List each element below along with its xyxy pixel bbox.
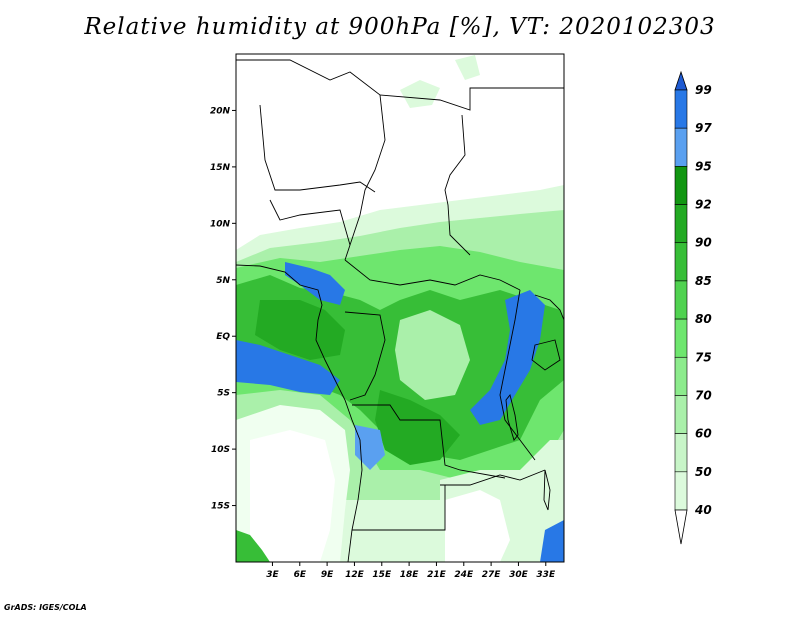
grads-credit: GrADS: IGES/COLA [4,603,87,612]
colorbar-segment [674,204,688,244]
border-angola [352,404,506,479]
colorbar-segment [674,166,688,205]
lon-tick-label: 27E [482,570,502,580]
border-namibia [352,485,446,531]
border-niger-chad [349,94,386,246]
colorbar-segment [674,433,688,473]
moist-southeast-corner [540,520,564,562]
moist-northeast-patch [455,55,480,80]
colorbar-label: 40 [694,503,712,517]
colorbar-label: 75 [695,350,712,364]
colorbar-label: 70 [695,388,712,402]
colorbar-label: 92 [695,198,712,212]
lake-victoria [531,339,561,371]
lat-tick-label: EQ [216,332,230,342]
border-chad-sudan [444,114,471,256]
colorbar-label: 80 [695,312,712,326]
saturated-gulf [236,340,340,395]
lake-tanganyika [505,394,519,441]
border-nigeria [269,199,351,261]
lon-tick-label: 24E [454,570,474,580]
map-title: Relative humidity at 900hPa [%], VT: 202… [84,14,716,40]
lighter-patch-congo [395,310,470,400]
saturated-south [355,425,385,470]
wet-core-central [375,390,460,465]
colorbar-segment [674,280,688,320]
colorbar-segment [674,127,688,167]
colorbar-min-arrow [674,509,688,545]
lat-tick-label: 10S [211,445,230,455]
lat-tick-label: 15N [210,163,231,173]
coastline-west-africa [236,264,363,562]
border-congo [344,311,386,401]
colorbar-segment [674,89,688,129]
lake-malawi [543,469,551,511]
lat-tick-label: 5S [217,389,230,399]
colorbar-segment [674,318,688,358]
moist-north-patch [400,80,440,108]
plot-frame [235,53,565,563]
colorbar-segment [674,356,688,396]
boundaries [236,59,564,562]
lon-tick-label: 12E [345,570,365,580]
lon-tick-label: 9E [321,570,334,580]
colorbar-label: 90 [695,236,712,250]
lat-tick-label: 10N [210,219,231,229]
border-car [344,259,521,291]
colorbar-label: 85 [695,274,712,288]
lon-tick-label: 3E [266,570,279,580]
lon-tick-label: 30E [509,570,529,580]
border-zambia [440,469,546,486]
colorbar-label: 97 [695,121,712,135]
lon-tick-label: 33E [536,570,556,580]
border-mali-niger [259,104,376,193]
border-drc-east [499,289,536,461]
latitude-axis: 20N 15N 10N 5N EQ 5S 10S 15S [210,106,236,512]
colorbar-label: 50 [695,465,712,479]
lat-tick-label: 15S [211,502,230,512]
colorbar-segment [674,395,688,434]
lon-tick-label: 6E [294,570,307,580]
colorbar-max-arrow [674,70,688,91]
lon-tick-label: 18E [400,570,420,580]
colorbar-label: 60 [695,427,712,441]
lon-tick-label: 21E [427,570,447,580]
colorbar-label: 99 [695,83,712,97]
longitude-axis: 3E 6E 9E 12E 15E 18E 21E 24E 27E 30E 33E [266,562,556,580]
lat-tick-label: 5N [216,276,230,286]
very-dry-southwest [250,430,335,562]
humidity-field [236,54,564,562]
colorbar-segment [674,242,688,282]
lon-tick-label: 15E [372,570,392,580]
colorbar-segment [674,471,688,511]
moist-southwest-corner [236,530,270,562]
wet-core-inner [255,300,345,360]
colorbar: 40 50 60 70 75 80 85 90 92 95 97 99 [674,70,712,545]
saturated-cameroon [285,262,345,305]
border-east-africa [534,294,564,321]
lat-tick-label: 20N [210,106,231,116]
colorbar-label: 95 [695,159,712,173]
very-dry-southeast [445,490,510,562]
